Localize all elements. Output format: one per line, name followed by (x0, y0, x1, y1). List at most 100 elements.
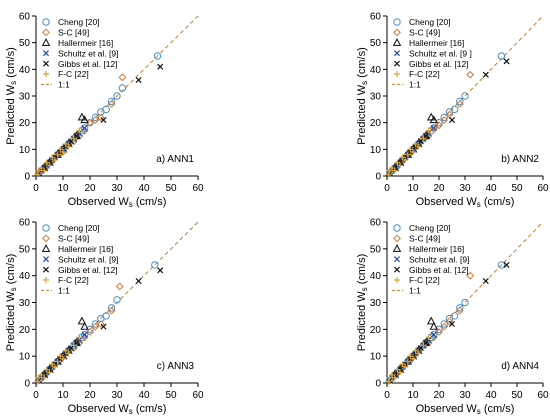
legend-label: Schultz et al. [9] (58, 254, 118, 264)
legend-marker (42, 60, 50, 67)
y-tick-label: 60 (370, 218, 382, 229)
data-point (46, 369, 53, 376)
data-point (445, 317, 454, 326)
data-point (402, 157, 409, 163)
data-point (34, 378, 41, 385)
legend-marker (42, 256, 50, 263)
data-point (450, 312, 459, 320)
data-point (70, 135, 77, 142)
y-tick-label: 30 (19, 92, 31, 103)
chart-panel-4: 00 10 10 20 20 30 30 40 40 50 50 60 60 Observed Ws (c… (356, 218, 549, 417)
y-tick-label: 50 (19, 244, 31, 255)
legend-label: Schultz et al. [9] (409, 254, 469, 264)
legend-label: F-C [22] (58, 275, 89, 285)
data-point (410, 355, 416, 362)
y-tick-label: 10 (19, 145, 31, 156)
data-point (448, 320, 456, 327)
data-point (80, 115, 89, 124)
legend-marker (393, 60, 401, 67)
data-point (81, 124, 88, 132)
legend-label: Hallermeir [16] (409, 38, 464, 48)
x-tick-label: 50 (511, 183, 523, 194)
legend-label: F-C [22] (58, 69, 89, 79)
data-point (91, 116, 100, 124)
panel-label: a) ANN1 (156, 154, 194, 165)
data-point (107, 306, 116, 315)
data-point (385, 171, 392, 178)
data-point (402, 363, 409, 370)
data-point (43, 159, 50, 166)
data-point (391, 374, 398, 381)
y-tick-label: 60 (19, 218, 31, 229)
data-point (115, 282, 124, 291)
data-point (440, 113, 448, 122)
series-plus (385, 334, 432, 385)
legend-marker (393, 266, 401, 273)
y-tick-label: 10 (370, 352, 382, 363)
legend-label: Schultz et al. [9] (58, 48, 118, 58)
data-point (435, 121, 443, 130)
y-tick-label: 50 (370, 244, 382, 255)
data-point (456, 97, 464, 106)
y-tick-label: 40 (370, 271, 382, 282)
legend-marker (43, 277, 49, 283)
data-point (80, 331, 89, 339)
data-point (497, 261, 506, 269)
data-point (440, 320, 448, 328)
legend: Cheng [20]S-C [49]Hallermeir [16]Schultz… (41, 17, 118, 90)
data-point (429, 115, 439, 124)
data-point (415, 350, 422, 357)
data-point (54, 151, 61, 158)
data-point (73, 132, 80, 140)
series-diamond (37, 282, 124, 382)
data-point (53, 357, 62, 366)
legend-marker (42, 50, 50, 57)
data-point (102, 312, 110, 320)
y-tick-label: 40 (19, 65, 31, 76)
data-point (34, 171, 41, 178)
data-point (482, 278, 489, 285)
legend-label: F-C [22] (409, 275, 440, 285)
legend-marker (392, 38, 402, 46)
legend-marker (393, 50, 401, 57)
x-tick-label: 60 (192, 390, 204, 401)
legend-label: Cheng [20] (409, 17, 451, 27)
data-point (419, 341, 428, 350)
data-point (60, 355, 66, 362)
legend-label: 1:1 (58, 80, 70, 90)
data-point (100, 116, 107, 124)
x-axis-title: Observed Ws (cm/s) (68, 403, 167, 416)
x-tick-label: 60 (537, 390, 549, 401)
x-tick-label: 60 (537, 183, 549, 194)
y-tick-label: 40 (370, 65, 382, 76)
data-point (43, 366, 50, 373)
data-point (440, 116, 449, 124)
legend-marker (393, 256, 401, 263)
y-tick-label: 20 (19, 118, 31, 129)
data-point (54, 358, 61, 365)
legend-marker (42, 224, 50, 232)
x-tick-label: 0 (33, 183, 39, 194)
data-point (503, 261, 510, 268)
x-axis-title: Observed Ws (cm/s) (416, 196, 515, 209)
legend-label: Gibbs et al. [12] (58, 59, 118, 69)
data-point (62, 347, 69, 354)
legend-label: Gibbs et al. [12] (58, 265, 118, 275)
y-tick-label: 20 (19, 325, 31, 336)
data-point (38, 165, 45, 171)
y-tick-label: 0 (24, 379, 30, 390)
x-axis-title: Observed Ws (cm/s) (416, 403, 515, 416)
legend-label: S-C [49] (409, 28, 440, 38)
x-tick-label: 60 (192, 183, 204, 194)
series-plus (385, 127, 432, 178)
x-tick-label: 40 (485, 183, 497, 194)
chart-panel-3: 00 10 10 20 20 30 30 40 40 50 50 60 60 Observed Ws (c… (5, 218, 204, 417)
legend-label: Cheng [20] (58, 223, 100, 233)
data-point (51, 157, 58, 163)
data-point (456, 304, 464, 312)
data-point (425, 127, 432, 134)
legend-label: F-C [22] (409, 69, 440, 79)
x-tick-label: 30 (111, 390, 123, 401)
data-point (404, 151, 411, 158)
legend-marker (392, 244, 402, 252)
